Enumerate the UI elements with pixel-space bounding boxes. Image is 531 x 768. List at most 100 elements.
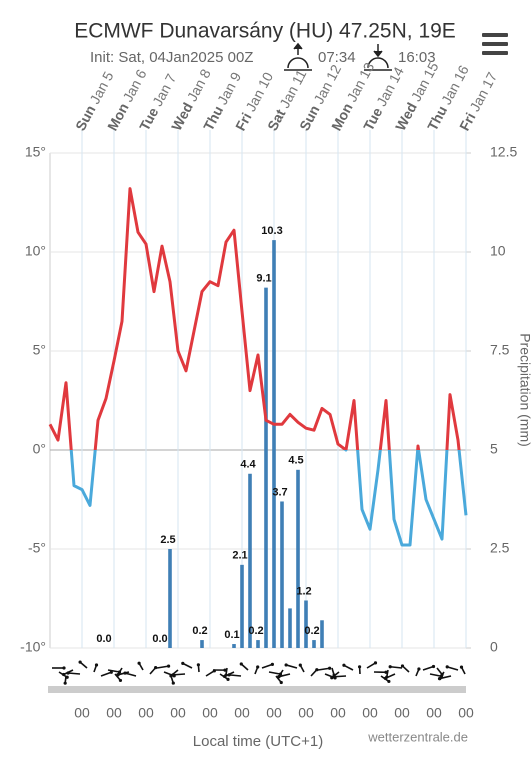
date: Jan 5	[86, 68, 116, 106]
wind-arrow-head	[279, 680, 283, 685]
hour-label: 00	[202, 705, 218, 721]
wind-arrow	[334, 675, 347, 678]
y2-tick-label: 2.5	[490, 540, 510, 556]
precip-bar	[168, 549, 172, 648]
y-tick-label: 10°	[25, 243, 46, 259]
precip-bar	[312, 640, 316, 648]
wind-arrow	[422, 665, 434, 671]
hour-label: 00	[330, 705, 346, 721]
sunrise-icon	[284, 42, 312, 71]
wind-arrow-head	[94, 663, 99, 667]
temperature-line-below	[69, 450, 468, 547]
y2-axis-label: Precipitation (mm)	[517, 333, 531, 447]
sunset-icon	[364, 44, 392, 71]
date: Jan 10	[242, 69, 276, 114]
precip-bar	[304, 600, 308, 648]
wind-arrow-head	[400, 664, 405, 668]
wind-arrow-head	[277, 675, 281, 679]
menu-icon[interactable]	[482, 33, 508, 55]
wind-arrow-head	[417, 667, 421, 671]
value-label: 0.2	[304, 625, 319, 637]
wind-arrow	[124, 672, 137, 677]
wind-arrow-head	[256, 665, 260, 669]
weekday: Sat	[264, 106, 289, 133]
wind-arrow	[261, 663, 273, 669]
weekday: Mon	[328, 100, 356, 133]
hour-label: 00	[234, 705, 250, 721]
credit: wetterzentrale.de	[367, 729, 468, 744]
wind-arrow-head	[298, 663, 302, 667]
y-tick-label: 0°	[33, 441, 46, 457]
subtitle: Init: Sat, 04Jan2025 00Z	[90, 49, 253, 66]
wind-arrow-head	[63, 681, 67, 685]
x-axis-label: Local time (UTC+1)	[193, 733, 323, 750]
hour-label: 00	[394, 705, 410, 721]
y2-tick-label: 5	[490, 441, 498, 457]
wind-arrow	[429, 673, 442, 678]
wind-arrow-head	[459, 665, 464, 669]
value-label: 0.0	[152, 633, 167, 645]
wind-arrow-head	[222, 674, 227, 679]
value-label: 0.2	[192, 625, 207, 637]
hour-label: 00	[106, 705, 122, 721]
wind-arrow-head	[154, 666, 158, 670]
date: Jan 9	[214, 69, 244, 107]
precip-bar	[264, 287, 268, 648]
wind-arrow-head	[438, 676, 442, 681]
weekday: Wed	[168, 100, 196, 133]
wind-arrow-head	[226, 677, 230, 681]
wind-arrow-head	[328, 666, 332, 670]
value-label: 4.5	[288, 455, 303, 467]
sunrise: 07:34	[318, 49, 356, 66]
wind-arrow-head	[166, 664, 171, 668]
wind-arrow-head	[431, 664, 436, 669]
wind-arrow-head	[171, 681, 175, 685]
wind-arrow	[205, 670, 215, 677]
date: Jan 13	[343, 59, 377, 104]
wind-arrow	[285, 664, 298, 669]
wind-arrow	[268, 671, 281, 675]
value-label: 10.3	[261, 225, 282, 237]
weekday: Sun	[72, 102, 99, 133]
wind-arrow	[107, 669, 120, 673]
value-label: 2.1	[232, 550, 247, 562]
wind-strip	[48, 686, 466, 693]
date: Jan 11	[276, 67, 309, 111]
date: Jan 17	[466, 69, 500, 114]
precip-bar	[288, 608, 292, 648]
wind-arrow-head	[66, 671, 70, 675]
wind-arrow-head	[357, 665, 362, 669]
wind-arrow-head	[284, 663, 288, 667]
wind-arrow	[229, 674, 242, 677]
precip-bar	[200, 640, 204, 648]
date: Jan 8	[183, 66, 213, 104]
wind-arrow-head	[62, 666, 66, 670]
value-label: 9.1	[256, 273, 271, 285]
wind-arrow-head	[62, 672, 66, 677]
weekday: Thu	[200, 103, 226, 133]
y2-tick-label: 10	[490, 243, 506, 259]
chart-title: ECMWF Dunavarsány (HU) 47.25N, 19E	[74, 20, 456, 43]
weekday: Thu	[424, 103, 450, 133]
wind-arrow	[100, 671, 112, 677]
date: Jan 12	[310, 62, 344, 107]
y-tick-label: -5°	[28, 540, 46, 556]
wind-arrow	[439, 675, 452, 680]
hour-label: 00	[458, 705, 474, 721]
temperature-line	[48, 187, 461, 450]
hour-label: 00	[138, 705, 154, 721]
weekday: Fri	[456, 110, 479, 133]
wind-arrow-head	[181, 661, 185, 665]
weekday: Mon	[104, 100, 132, 133]
y-tick-label: 15°	[25, 144, 46, 160]
value-label: 0.2	[248, 625, 263, 637]
wind-arrow	[366, 662, 376, 669]
wind-arrow-head	[315, 668, 319, 672]
weekday: Tue	[360, 104, 385, 133]
value-label: 4.4	[240, 459, 256, 471]
wind-arrow-head	[373, 661, 378, 665]
wind-arrow	[156, 665, 169, 669]
date: Jan 6	[119, 66, 149, 104]
wind-arrow	[446, 666, 459, 671]
